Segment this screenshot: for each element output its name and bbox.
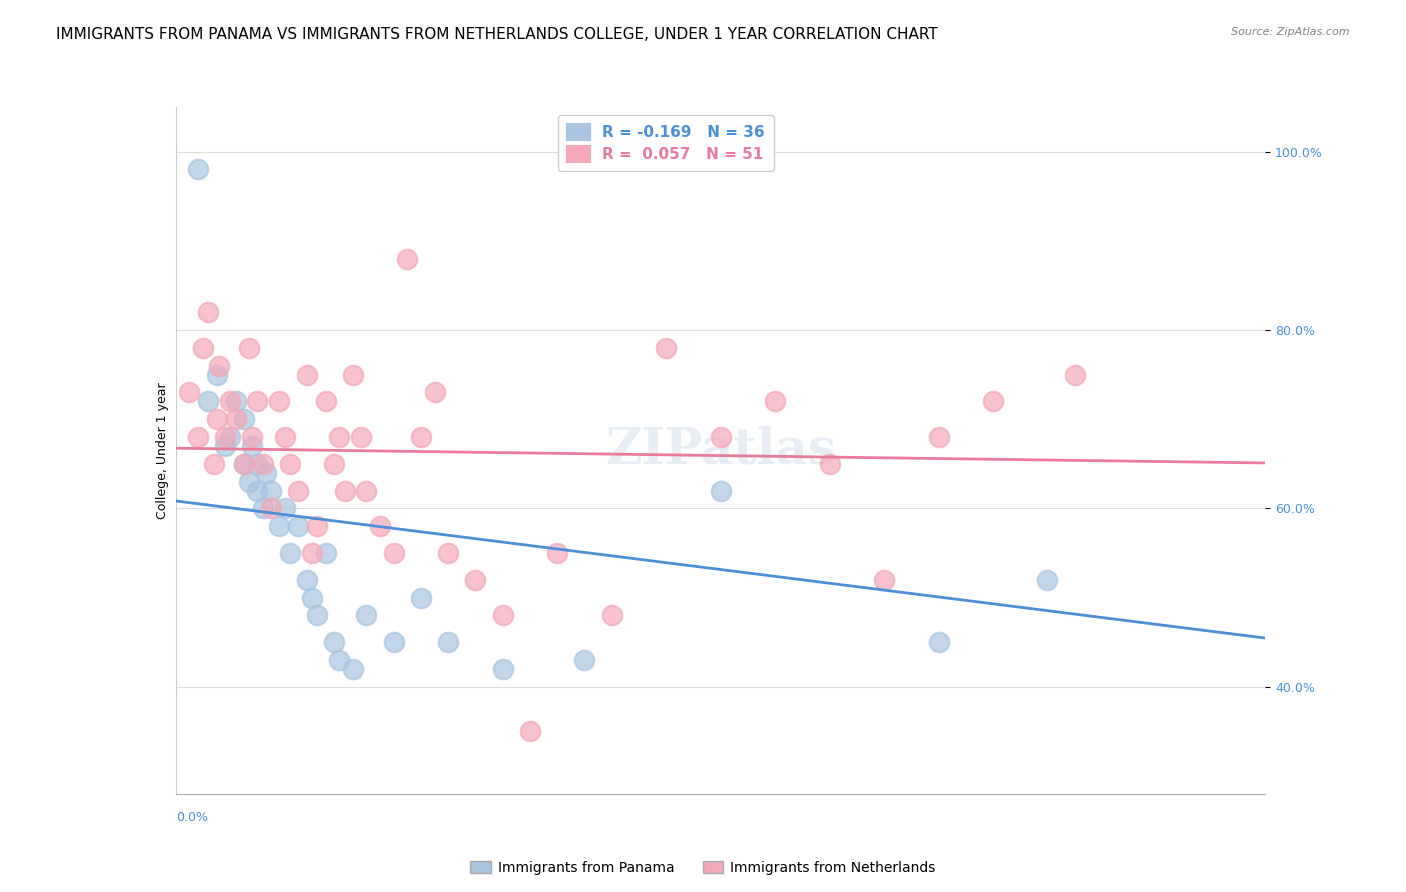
Point <box>186 430 209 444</box>
Text: IMMIGRANTS FROM PANAMA VS IMMIGRANTS FROM NETHERLANDS COLLEGE, UNDER 1 YEAR CORR: IMMIGRANTS FROM PANAMA VS IMMIGRANTS FRO… <box>56 27 938 42</box>
Point <box>238 475 260 489</box>
Point <box>295 573 318 587</box>
Point <box>197 394 219 409</box>
Point <box>382 635 405 649</box>
Point <box>274 430 297 444</box>
Point <box>342 368 364 382</box>
Point <box>225 394 247 409</box>
Point <box>232 457 254 471</box>
Point <box>232 457 254 471</box>
Point <box>287 483 309 498</box>
Point <box>252 501 274 516</box>
Point <box>350 430 373 444</box>
Point <box>1036 573 1059 587</box>
Point <box>492 662 515 676</box>
Point <box>307 608 329 623</box>
Point <box>315 546 337 560</box>
Point <box>333 483 356 498</box>
Text: Source: ZipAtlas.com: Source: ZipAtlas.com <box>1232 27 1350 37</box>
Point <box>763 394 786 409</box>
Point <box>219 430 242 444</box>
Point <box>322 457 344 471</box>
Point <box>219 394 242 409</box>
Point <box>710 430 733 444</box>
Point <box>246 394 269 409</box>
Point <box>322 635 344 649</box>
Point <box>409 430 432 444</box>
Point <box>260 483 283 498</box>
Point <box>214 439 236 453</box>
Point <box>307 519 329 533</box>
Point <box>818 457 841 471</box>
Point <box>301 591 323 605</box>
Point <box>356 608 378 623</box>
Point <box>301 546 323 560</box>
Point <box>710 483 733 498</box>
Legend: Immigrants from Panama, Immigrants from Netherlands: Immigrants from Panama, Immigrants from … <box>465 855 941 880</box>
Point <box>492 608 515 623</box>
Point <box>278 457 301 471</box>
Point <box>423 385 446 400</box>
Point <box>186 162 209 177</box>
Point <box>205 412 228 426</box>
Point <box>240 430 263 444</box>
Point <box>191 341 214 355</box>
Point <box>254 466 277 480</box>
Point <box>437 546 460 560</box>
Point <box>342 662 364 676</box>
Point <box>295 368 318 382</box>
Point <box>600 608 623 623</box>
Point <box>240 439 263 453</box>
Point <box>278 546 301 560</box>
Point <box>546 546 568 560</box>
Point <box>179 385 201 400</box>
Point <box>260 501 283 516</box>
Point <box>928 430 950 444</box>
Point <box>246 457 269 471</box>
Point <box>464 573 486 587</box>
Point <box>246 483 269 498</box>
Point <box>269 394 291 409</box>
Point <box>396 252 419 266</box>
Point <box>225 412 247 426</box>
Point <box>202 457 225 471</box>
Point <box>655 341 678 355</box>
Point <box>232 412 254 426</box>
Point <box>328 653 350 667</box>
Point <box>252 457 274 471</box>
Point <box>197 305 219 319</box>
Text: ZIPatlas: ZIPatlas <box>605 426 837 475</box>
Point <box>519 724 541 739</box>
Point <box>574 653 596 667</box>
Point <box>205 368 228 382</box>
Point <box>356 483 378 498</box>
Point <box>981 394 1004 409</box>
Point <box>238 341 260 355</box>
Point <box>208 359 231 373</box>
Point <box>928 635 950 649</box>
Point <box>269 519 291 533</box>
Text: 0.0%: 0.0% <box>176 812 208 824</box>
Point <box>873 573 896 587</box>
Point <box>368 519 391 533</box>
Point <box>437 635 460 649</box>
Y-axis label: College, Under 1 year: College, Under 1 year <box>156 382 169 519</box>
Point <box>1063 368 1085 382</box>
Point <box>274 501 297 516</box>
Point <box>214 430 236 444</box>
Point <box>287 519 309 533</box>
Point <box>328 430 350 444</box>
Point <box>315 394 337 409</box>
Point <box>382 546 405 560</box>
Legend: R = -0.169   N = 36, R =  0.057   N = 51: R = -0.169 N = 36, R = 0.057 N = 51 <box>558 115 775 171</box>
Point <box>409 591 432 605</box>
